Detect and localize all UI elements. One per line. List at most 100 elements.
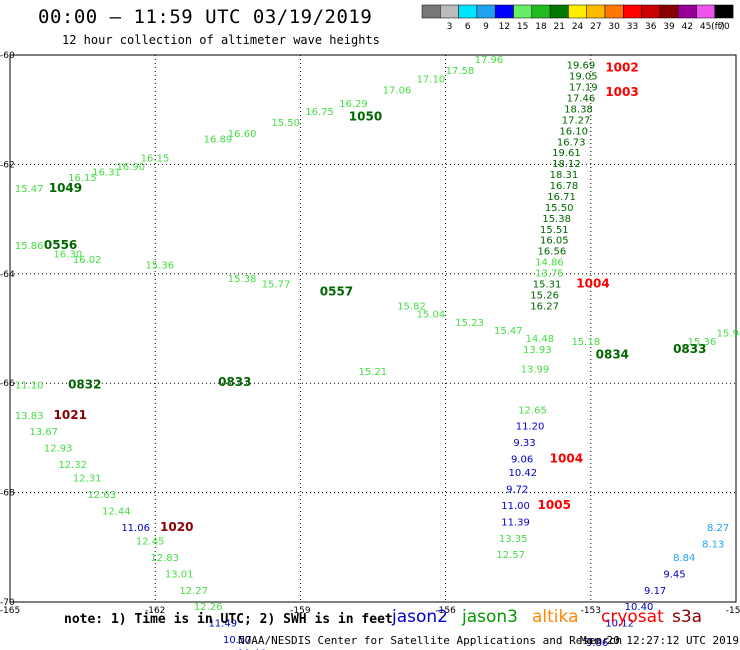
swh-value-label: 15.96 <box>717 329 740 340</box>
swh-value-label: 15.47 <box>494 326 523 337</box>
swh-value-label: 12.45 <box>136 537 165 548</box>
swh-value-label: 15.47 <box>15 184 44 195</box>
swh-value-label: 12.65 <box>518 405 547 416</box>
lat-tick-label: -70 <box>0 598 15 608</box>
swh-value-label: 11.20 <box>516 422 545 433</box>
swh-value-label: 13.93 <box>523 345 552 356</box>
swh-value-label: 15.21 <box>358 367 387 378</box>
pass-time-label: 0834 <box>596 348 629 362</box>
swh-value-label: 12.83 <box>150 553 179 564</box>
swh-value-label: 13.67 <box>29 427 58 438</box>
swh-value-label: 19.61 <box>552 148 581 159</box>
swh-value-label: 17.96 <box>475 55 504 66</box>
swh-value-label: 9.06 <box>511 455 533 466</box>
swh-value-label: 19.69 <box>567 61 596 72</box>
swh-value-label: 17.06 <box>383 85 412 96</box>
swh-value-label: 13.75 <box>535 269 564 280</box>
swh-value-label: 17.27 <box>562 115 591 126</box>
swh-value-label: 16.60 <box>228 129 257 140</box>
swh-value-label: 16.75 <box>305 107 334 118</box>
swh-value-label: 15.50 <box>271 118 300 129</box>
swh-value-label: 16.05 <box>540 236 569 247</box>
wave-height-map: -165-162-159-156-153-150-60-62-64-66-68-… <box>0 0 740 650</box>
swh-value-label: 16.29 <box>339 99 368 110</box>
swh-value-label: 9.72 <box>506 485 528 496</box>
swh-value-label: 15.38 <box>228 274 257 285</box>
swh-value-label: 12.27 <box>179 586 208 597</box>
swh-value-label: 15.18 <box>571 337 600 348</box>
swh-value-label: 9.33 <box>513 438 535 449</box>
legend-jason2: jason2 <box>392 607 448 627</box>
pass-time-label: 0557 <box>320 285 353 299</box>
swh-value-label: 15.26 <box>530 290 559 301</box>
swh-value-label: 12.44 <box>102 506 131 517</box>
legend-s3a: s3a <box>672 607 702 627</box>
swh-value-label: 16.78 <box>550 181 579 192</box>
legend-altika: altika <box>532 607 579 627</box>
swh-value-label: 9.17 <box>644 586 666 597</box>
swh-value-label: 16.10 <box>559 126 588 137</box>
swh-value-label: 18.38 <box>564 104 593 115</box>
lat-tick-label: -62 <box>0 160 15 170</box>
swh-value-label: 15.77 <box>262 279 291 290</box>
swh-value-label: 17.19 <box>569 83 598 94</box>
swh-value-label: 15.36 <box>146 260 175 271</box>
legend-cryosat: cryosat <box>601 607 664 627</box>
swh-value-label: 14.48 <box>525 334 554 345</box>
swh-value-label: 17.58 <box>446 66 475 77</box>
swh-value-label: 12.93 <box>44 444 73 455</box>
swh-value-label: 16.56 <box>538 247 567 258</box>
swh-value-label: 15.38 <box>542 214 571 225</box>
swh-value-label: 16.73 <box>557 137 586 148</box>
swh-value-label: 15.31 <box>533 279 562 290</box>
swh-value-label: 14.86 <box>535 258 564 269</box>
swh-value-label: 18.31 <box>550 170 579 181</box>
lat-tick-label: -66 <box>0 379 15 389</box>
swh-value-label: 12.32 <box>58 460 87 471</box>
pass-time-label: 1004 <box>550 452 583 466</box>
swh-value-label: 11.06 <box>121 523 150 534</box>
lon-tick-label: -150 <box>726 606 740 616</box>
pass-time-label: 0832 <box>68 378 101 392</box>
swh-value-label: 16.27 <box>530 301 559 312</box>
legend-jason3: jason3 <box>462 607 518 627</box>
swh-value-label: 13.35 <box>499 534 528 545</box>
swh-value-label: 13.83 <box>15 411 44 422</box>
pass-time-label: 0833 <box>218 375 251 389</box>
swh-value-label: 15.04 <box>417 310 446 321</box>
pass-time-label: 1003 <box>605 85 638 99</box>
swh-value-label: 8.27 <box>707 523 729 534</box>
swh-value-label: 16.15 <box>141 154 170 165</box>
footer-timestamp: Mar 20 12:27:12 UTC 2019 <box>580 634 739 647</box>
pass-time-label: 1050 <box>349 110 382 124</box>
swh-labels: 15.47 104916.1516.3116.9016.1516.8916.601… <box>15 55 740 650</box>
swh-value-label: 15.51 <box>540 225 569 236</box>
pass-time-label: 1005 <box>538 498 571 512</box>
swh-value-label: 12.31 <box>73 474 102 485</box>
swh-value-label: 8.13 <box>702 539 724 550</box>
swh-value-label: 12.57 <box>496 550 525 561</box>
swh-value-label: 19.05 <box>569 72 598 83</box>
footer-credit: NOAA/NESDIS Center for Satellite Applica… <box>238 634 622 647</box>
lat-tick-label: -60 <box>0 51 15 61</box>
swh-value-label: 11.10 <box>15 381 44 392</box>
swh-value-label: 18.12 <box>552 159 581 170</box>
note-text: note: 1) Time is in UTC; 2) SWH is in fe… <box>64 612 393 627</box>
swh-value-label: 13.01 <box>165 569 194 580</box>
pass-time-label: 1004 <box>576 276 609 290</box>
swh-value-label: 10.42 <box>509 468 538 479</box>
swh-value-label: 17.10 <box>417 74 446 85</box>
swh-value-label: 13.99 <box>521 364 550 375</box>
pass-time-label: 1020 <box>160 520 193 534</box>
swh-value-label: 15.86 <box>15 241 44 252</box>
lon-tick-label: -153 <box>581 606 601 616</box>
pass-time-label: 1002 <box>605 60 638 74</box>
pass-time-label: 0833 <box>673 342 706 356</box>
pass-time-label: 1021 <box>54 408 87 422</box>
swh-value-label: 16.71 <box>547 192 576 203</box>
swh-value-label: 17.46 <box>567 93 596 104</box>
swh-value-label: 16.30 <box>54 249 83 260</box>
swh-value-label: 15.50 <box>545 203 574 214</box>
map-frame <box>10 55 736 602</box>
swh-value-label: 11.00 <box>501 501 530 512</box>
